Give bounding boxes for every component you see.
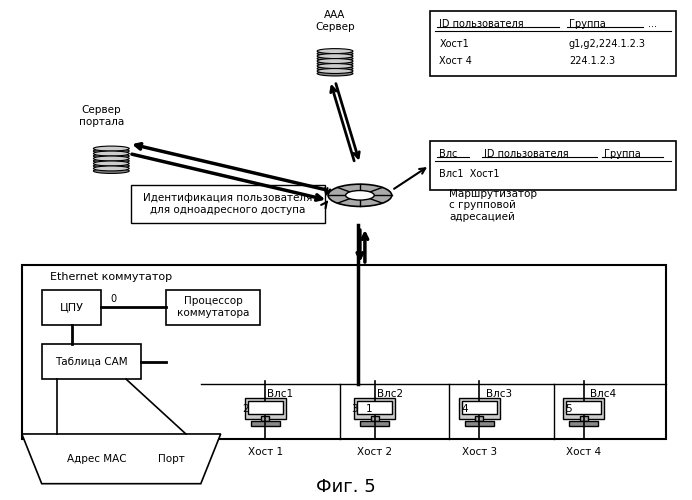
Text: Сервер
портала: Сервер портала bbox=[79, 105, 124, 126]
Bar bbox=[430, 12, 676, 76]
Text: ААА
Сервер: ААА Сервер bbox=[316, 10, 355, 32]
Bar bbox=[354, 398, 395, 419]
Bar bbox=[430, 140, 676, 190]
Bar bbox=[262, 416, 269, 421]
Text: 4: 4 bbox=[461, 404, 468, 414]
Bar bbox=[475, 416, 483, 421]
Ellipse shape bbox=[93, 158, 129, 164]
Text: 0: 0 bbox=[110, 294, 116, 304]
Bar bbox=[563, 398, 604, 419]
Bar bbox=[251, 421, 280, 426]
Ellipse shape bbox=[345, 190, 374, 200]
Text: Адрес МАС: Адрес МАС bbox=[66, 454, 126, 464]
Text: Процессор
коммутатора: Процессор коммутатора bbox=[177, 296, 249, 318]
Text: 2: 2 bbox=[242, 404, 249, 414]
Bar bbox=[580, 416, 588, 421]
Bar bbox=[166, 290, 260, 324]
Ellipse shape bbox=[93, 151, 129, 156]
Text: Влс1  Хост1: Влс1 Хост1 bbox=[439, 170, 500, 179]
Bar bbox=[566, 402, 601, 414]
Text: Хост 4: Хост 4 bbox=[566, 447, 601, 457]
Ellipse shape bbox=[93, 148, 129, 154]
Ellipse shape bbox=[317, 56, 353, 61]
Ellipse shape bbox=[93, 156, 129, 161]
Ellipse shape bbox=[93, 164, 129, 168]
Text: Хост 1: Хост 1 bbox=[248, 447, 283, 457]
Bar bbox=[42, 344, 141, 380]
Ellipse shape bbox=[317, 71, 353, 76]
Ellipse shape bbox=[328, 184, 392, 206]
Bar bbox=[248, 402, 283, 414]
Ellipse shape bbox=[93, 161, 129, 166]
Text: g1,g2,224.1.2.3: g1,g2,224.1.2.3 bbox=[569, 39, 646, 49]
Text: Ethernet коммутатор: Ethernet коммутатор bbox=[51, 272, 172, 282]
Bar bbox=[570, 421, 598, 426]
Bar bbox=[361, 421, 389, 426]
Text: Группа: Группа bbox=[603, 148, 640, 158]
Text: Хост 2: Хост 2 bbox=[357, 447, 392, 457]
Ellipse shape bbox=[317, 51, 353, 56]
Bar bbox=[462, 402, 497, 414]
Text: Маршрутизатор
с групповой
адресацией: Маршрутизатор с групповой адресацией bbox=[449, 188, 538, 222]
Ellipse shape bbox=[93, 146, 129, 151]
Polygon shape bbox=[22, 434, 221, 484]
Ellipse shape bbox=[317, 54, 353, 59]
Text: Влс4: Влс4 bbox=[590, 389, 617, 399]
Bar bbox=[357, 402, 392, 414]
Text: 3: 3 bbox=[352, 404, 358, 414]
Text: Хост 4: Хост 4 bbox=[439, 56, 473, 66]
Text: ...: ... bbox=[648, 20, 657, 30]
Text: Влс2: Влс2 bbox=[376, 389, 403, 399]
Text: ЦПУ: ЦПУ bbox=[60, 302, 84, 312]
Ellipse shape bbox=[317, 58, 353, 64]
Text: Влс: Влс bbox=[439, 148, 458, 158]
Text: 224.1.2.3: 224.1.2.3 bbox=[569, 56, 615, 66]
Text: Влс1: Влс1 bbox=[267, 389, 293, 399]
Text: Таблица САМ: Таблица САМ bbox=[55, 357, 128, 367]
Bar bbox=[245, 398, 286, 419]
Text: Хост1: Хост1 bbox=[439, 39, 469, 49]
Ellipse shape bbox=[317, 61, 353, 66]
Ellipse shape bbox=[93, 168, 129, 173]
Text: Хост 3: Хост 3 bbox=[462, 447, 497, 457]
Text: Порт: Порт bbox=[158, 454, 184, 464]
Text: Группа: Группа bbox=[569, 20, 606, 30]
Ellipse shape bbox=[317, 66, 353, 71]
Ellipse shape bbox=[93, 166, 129, 171]
Bar bbox=[42, 290, 101, 324]
Bar bbox=[131, 186, 325, 223]
Text: Влс3: Влс3 bbox=[486, 389, 512, 399]
Bar bbox=[371, 416, 379, 421]
Text: 1: 1 bbox=[366, 404, 372, 414]
Text: ID пользователя: ID пользователя bbox=[439, 20, 524, 30]
Text: ID пользователя: ID пользователя bbox=[484, 148, 569, 158]
Text: Идентификация пользователя
для одноадресного доступа: Идентификация пользователя для одноадрес… bbox=[143, 194, 313, 215]
Ellipse shape bbox=[93, 154, 129, 158]
Bar bbox=[465, 421, 493, 426]
Bar bbox=[22, 265, 666, 439]
Text: Фиг. 5: Фиг. 5 bbox=[316, 478, 376, 496]
Ellipse shape bbox=[317, 48, 353, 54]
Ellipse shape bbox=[317, 68, 353, 73]
Bar bbox=[459, 398, 500, 419]
Ellipse shape bbox=[317, 64, 353, 68]
Text: 5: 5 bbox=[565, 404, 572, 414]
